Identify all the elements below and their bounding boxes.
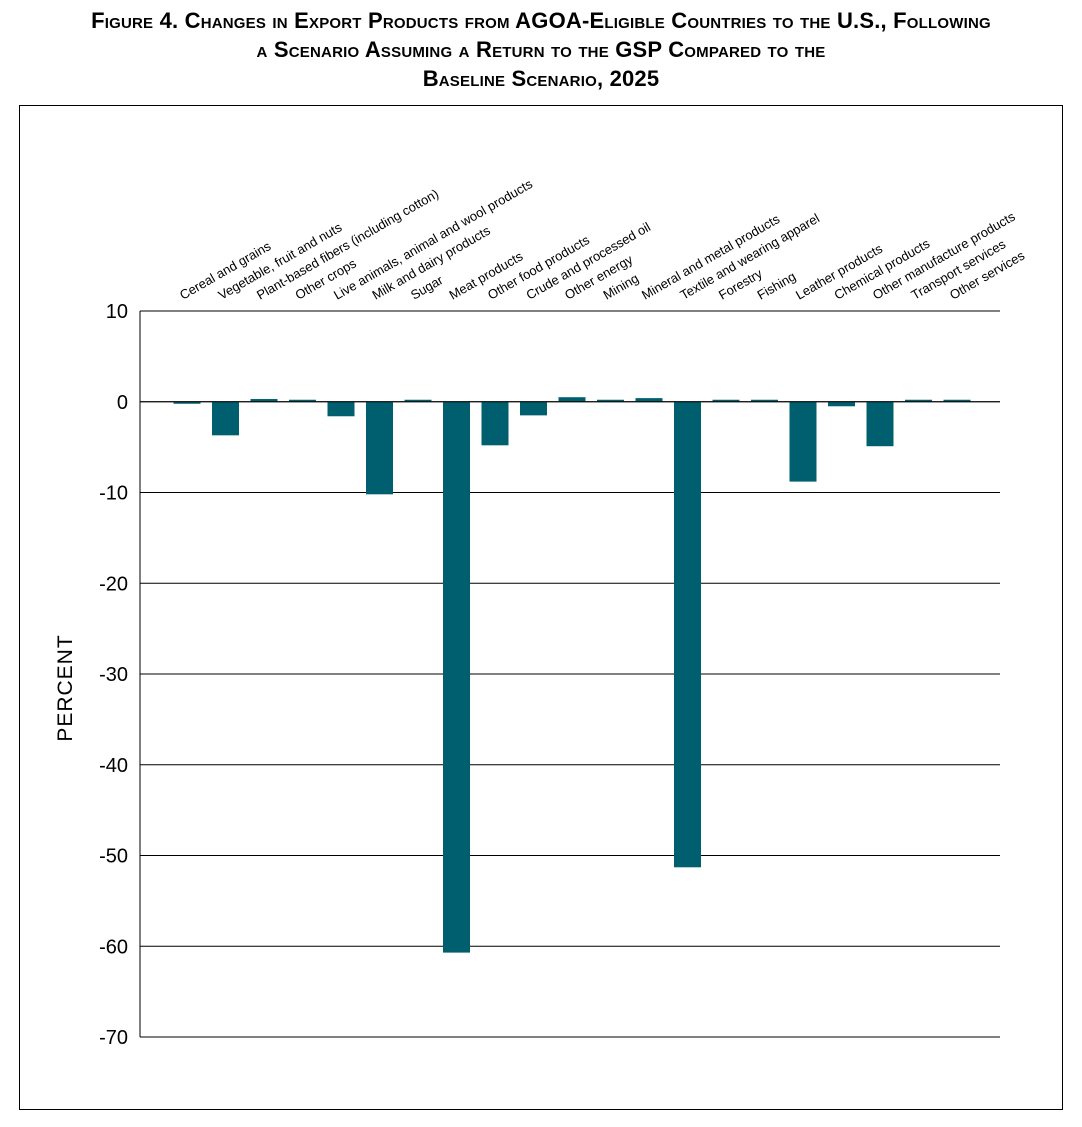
bar — [789, 401, 817, 482]
y-tick-label: -40 — [99, 755, 128, 777]
bar — [404, 399, 432, 402]
y-axis-label: PERCENT — [54, 634, 77, 741]
y-tick-labels: 10 0 -10 -20 -30 -40 -50 -60 -70 — [99, 301, 128, 1049]
bar — [250, 399, 278, 402]
figure-title-line-2: a Scenario Assuming a Return to the GSP … — [256, 37, 826, 62]
bar — [212, 401, 239, 436]
bar — [751, 399, 778, 402]
bar — [635, 398, 663, 402]
bar — [481, 401, 509, 446]
y-tick-label: -30 — [99, 664, 128, 686]
bar — [366, 401, 393, 495]
bars — [173, 397, 971, 953]
bar — [943, 399, 971, 402]
axes — [139, 311, 1000, 1037]
y-tick-label: -60 — [99, 936, 128, 958]
bar — [289, 399, 316, 402]
y-tick-label: -50 — [99, 846, 128, 868]
y-tick-label: 10 — [106, 301, 128, 323]
bar — [558, 397, 586, 402]
figure-title-line-1: Figure 4. Changes in Export Products fro… — [91, 8, 991, 33]
bar — [597, 399, 624, 402]
bar — [905, 399, 932, 402]
bar — [520, 401, 547, 416]
gridlines — [140, 310, 1000, 1038]
bar — [712, 399, 740, 402]
chart-frame — [19, 105, 1063, 1110]
bar — [327, 401, 355, 417]
bar — [173, 401, 201, 404]
y-tick-label: -10 — [99, 483, 128, 505]
bar — [828, 401, 855, 407]
bar — [866, 401, 894, 447]
figure-title: Figure 4. Changes in Export Products fro… — [0, 6, 1082, 93]
figure-title-line-3: Baseline Scenario, 2025 — [422, 66, 660, 91]
y-tick-label: -20 — [99, 573, 128, 595]
y-tick-label: -70 — [99, 1027, 128, 1049]
y-tick-label: 0 — [117, 392, 128, 414]
bar — [674, 401, 701, 868]
bar — [443, 401, 470, 953]
